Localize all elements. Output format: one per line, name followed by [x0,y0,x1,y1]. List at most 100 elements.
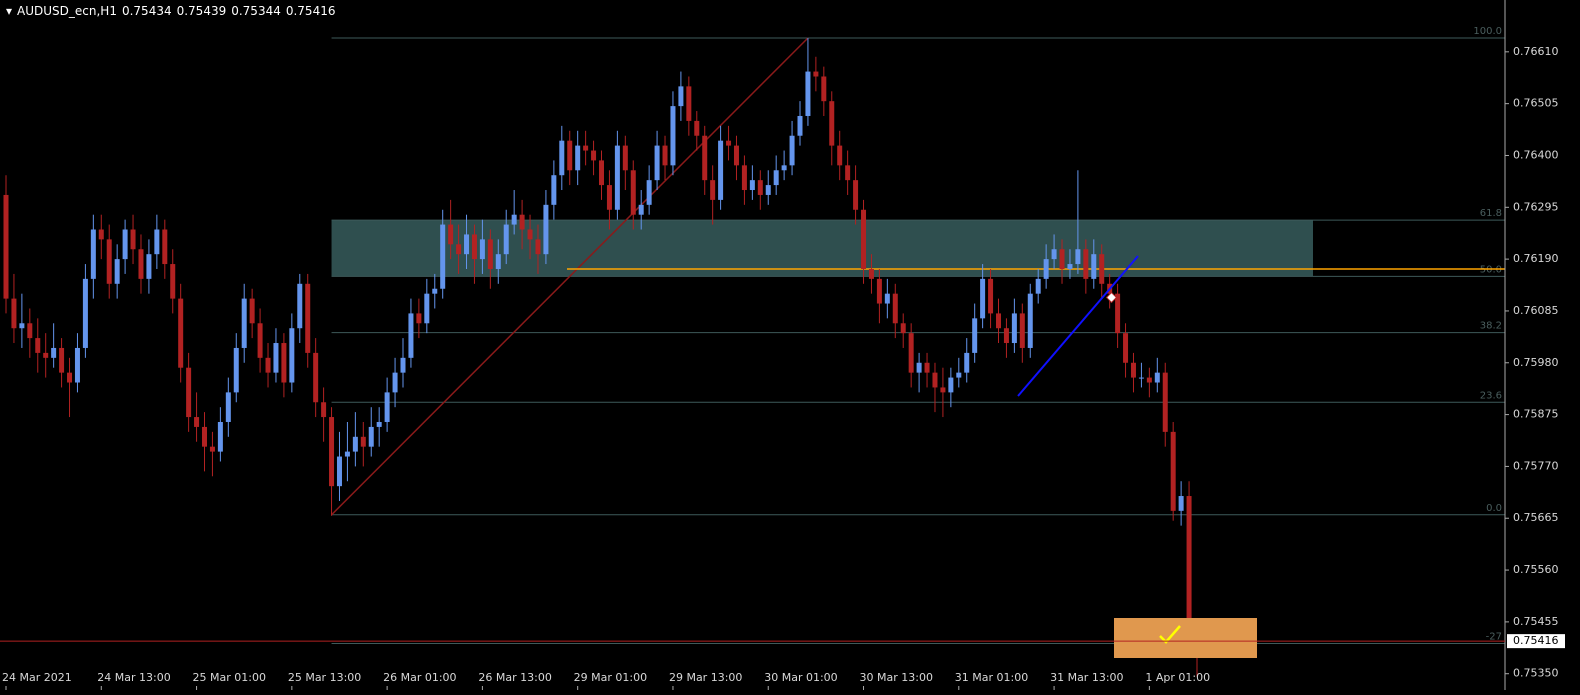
candle-body [575,145,581,171]
candle-body [146,254,152,279]
candle-body [98,229,104,240]
y-tick-label: 0.75350 [1513,667,1559,680]
candle-body [773,170,779,186]
x-tick-label: 29 Mar 01:00 [574,671,647,684]
candle-body [416,313,422,324]
candle-body [606,185,612,210]
candle-body [336,456,342,487]
candle-body [400,357,406,373]
collapse-icon: ▾ [6,4,13,18]
candle-body [686,86,692,121]
signal-marker [1105,291,1118,304]
y-tick-label: 0.76190 [1513,252,1559,265]
candle-body [932,372,938,388]
candle-body [1067,264,1073,269]
candle-body [884,293,890,304]
candle-body [43,352,49,358]
candle-body [281,343,287,383]
target-box [1114,618,1257,658]
candle-body [194,417,200,427]
candle-body [329,417,335,487]
x-tick-label: 26 Mar 01:00 [383,671,456,684]
y-tick-label: 0.75980 [1513,356,1559,369]
candle-body [74,347,80,383]
candle-body [432,288,438,294]
candle-body [622,145,628,171]
candle-body [1130,362,1136,378]
y-tick-label: 0.75455 [1513,615,1559,628]
candle-body [376,421,382,427]
candle-body [51,347,57,358]
candle-body [384,392,390,422]
candle-body [948,377,954,393]
candle-body [829,101,835,146]
x-tick-label: 25 Mar 01:00 [193,671,266,684]
candle-body [821,76,827,102]
plot: 100.0 61.8 50.0 38.2 23.6 0.0 -27 [3,26,1505,677]
candle-body [209,446,215,452]
candle-body [599,160,604,186]
candle-body [1011,313,1017,344]
candle-body [321,402,327,418]
x-tick-label: 29 Mar 13:00 [669,671,742,684]
candle-body [1138,377,1144,379]
candle-body [837,145,843,166]
candle-body [27,323,33,339]
candle-body [1091,254,1097,279]
candle-body [1099,254,1105,284]
candle-body [130,229,136,250]
candle-body [503,224,509,255]
candle-body [440,224,446,289]
y-tick-label: 0.75560 [1513,563,1559,576]
candle-body [988,278,994,314]
candle-body [726,140,732,146]
candle-body [352,436,358,452]
x-tick-label: 31 Mar 01:00 [955,671,1028,684]
candle-body [67,372,73,383]
header: ▾ AUDUSD_ecn,H1 0.75434 0.75439 0.75344 0.754… [6,4,340,18]
candle-body [1019,313,1025,348]
x-tick-label: 24 Mar 13:00 [97,671,170,684]
candle-body [265,357,271,373]
y-tick-label: 0.76295 [1513,200,1559,213]
fib-label: -27 [1486,632,1502,643]
candle-body [456,244,462,255]
fib-label: 50.0 [1480,264,1502,275]
candle-body [424,293,430,324]
x-tick-label: 26 Mar 13:00 [478,671,551,684]
candle-body [694,120,700,136]
candle-body [1035,278,1041,294]
candle-body [217,421,223,452]
supply-zone [331,220,1313,277]
candle-body [1027,293,1033,348]
candle-body [972,318,978,353]
y-tick-label: 0.76085 [1513,304,1559,317]
check-mark [1159,625,1181,644]
candle-body [900,323,906,334]
candle-body [940,387,946,393]
fib-trend [331,37,809,516]
candle-body [861,209,867,269]
candle-body [765,185,771,195]
candle-body [511,214,517,225]
x-tick-label: 31 Mar 13:00 [1050,671,1123,684]
candle-body [1162,372,1168,432]
candle-body [1146,377,1152,383]
candle-body [11,298,17,329]
candle-body [106,239,112,284]
candle-body [853,180,859,210]
candle-body [535,239,541,255]
candle-body [813,71,819,77]
candle-body [273,343,279,373]
candle-body [225,392,231,422]
x-tick-label: 24 Mar 2021 [2,671,72,684]
candle-body [805,71,811,116]
y-tick-label: 0.76610 [1513,45,1559,58]
trend-line [1017,255,1139,397]
candle-body [583,145,589,151]
y-tick-label: 0.75770 [1513,459,1559,472]
candle-body [924,362,930,373]
price-box [1507,634,1565,649]
